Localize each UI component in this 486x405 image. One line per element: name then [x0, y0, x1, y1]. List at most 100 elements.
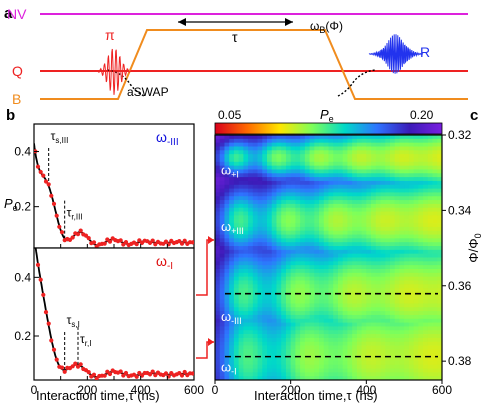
heat-cell: [432, 276, 438, 281]
colorbar: 0.05 0.20 Pe: [214, 107, 443, 135]
heat-cell: [300, 349, 306, 354]
heat-cell: [233, 360, 240, 366]
heat-cell: [389, 238, 396, 243]
heat-cell: [375, 368, 381, 373]
heat-cell: [309, 242, 315, 247]
heat-cell: [423, 288, 429, 293]
heat-cell: [238, 180, 244, 186]
heat-cell: [233, 150, 240, 155]
heat-cell: [342, 295, 348, 301]
heat-cell: [361, 246, 367, 251]
heat-cell: [219, 280, 225, 285]
heat-cell: [432, 200, 438, 205]
heat-cell: [290, 253, 296, 258]
heat-cell: [276, 169, 282, 174]
heat-cell: [413, 135, 419, 140]
heat-cell: [304, 272, 310, 278]
heat-cell: [375, 192, 381, 197]
heat-cell: [342, 184, 348, 189]
heat-cell: [347, 337, 353, 343]
heat-cell: [238, 215, 244, 220]
heat-cell: [309, 307, 315, 312]
heat-cell: [304, 307, 310, 312]
heat-cell: [271, 177, 277, 182]
heat-cell: [328, 161, 334, 167]
heat-cell: [319, 341, 325, 346]
heat-cell: [219, 265, 225, 270]
heat-cell: [404, 318, 410, 323]
heat-cell: [432, 261, 438, 266]
heat-cell: [337, 242, 344, 247]
nv-line-label: NV: [7, 6, 27, 22]
heat-cell: [342, 357, 348, 362]
heat-cell: [262, 261, 268, 266]
heat-cell: [290, 345, 296, 350]
heat-cell: [432, 295, 438, 301]
heat-cell: [285, 192, 292, 197]
heat-cell: [347, 226, 353, 232]
heat-cell: [375, 188, 381, 193]
heat-cell: [248, 318, 254, 323]
heat-cell: [224, 257, 230, 262]
heat-cell: [418, 246, 424, 251]
heat-cell: [281, 276, 287, 281]
heat-cell: [394, 196, 400, 201]
heat-cell: [328, 165, 334, 170]
heat-cell: [271, 249, 277, 255]
heat-cell: [219, 142, 225, 147]
heat-cell: [219, 188, 225, 193]
heat-cell: [233, 161, 240, 167]
heat-cell: [243, 353, 249, 358]
heat-cell: [276, 196, 282, 201]
heat-cell: [276, 314, 282, 320]
heat-cell: [219, 207, 225, 212]
heat-cell: [314, 276, 320, 281]
ytick-label: 0.2: [14, 329, 31, 343]
heat-cell: [252, 326, 258, 331]
heat-cell: [333, 334, 339, 339]
heat-cell: [309, 295, 315, 301]
heat-cell: [328, 146, 334, 151]
heat-cell: [389, 272, 396, 278]
heat-cell: [252, 207, 258, 212]
heat-cell: [295, 242, 301, 247]
heat-cell: [432, 142, 438, 147]
heat-cell: [352, 188, 358, 193]
heat-cell: [333, 180, 339, 186]
heat-cell: [224, 299, 230, 304]
heat-cell: [304, 146, 310, 151]
heat-cell: [371, 150, 377, 155]
heat-cell: [385, 135, 391, 140]
heat-cell: [290, 314, 296, 320]
heat-cell: [413, 242, 419, 247]
heat-cell: [342, 226, 348, 232]
heat-cell: [314, 268, 320, 274]
heat-cell: [385, 265, 391, 270]
heat-cell: [257, 318, 263, 323]
heat-cell: [229, 161, 235, 167]
heat-cell: [418, 276, 424, 281]
heat-cell: [295, 184, 301, 189]
heat-cell: [285, 303, 292, 308]
heat-cell: [389, 203, 396, 209]
heat-cell: [385, 368, 391, 373]
heat-cell: [366, 200, 372, 205]
heat-cell: [276, 360, 282, 366]
heat-cell: [352, 272, 358, 278]
heat-cell: [333, 200, 339, 205]
heat-cell: [243, 253, 249, 258]
heat-cell: [356, 223, 363, 228]
heat-cell: [347, 303, 353, 308]
heat-cell: [309, 276, 315, 281]
heat-cell: [319, 330, 325, 335]
heat-cell: [347, 146, 353, 151]
heat-cell: [328, 154, 334, 159]
heat-cell: [375, 142, 381, 147]
heat-cell: [337, 146, 344, 151]
heat-cell: [304, 161, 310, 167]
heat-cell: [404, 330, 410, 335]
heat-cell: [423, 253, 429, 258]
heat-cell: [380, 307, 386, 312]
heat-cell: [233, 226, 240, 232]
heat-cell: [432, 353, 438, 358]
